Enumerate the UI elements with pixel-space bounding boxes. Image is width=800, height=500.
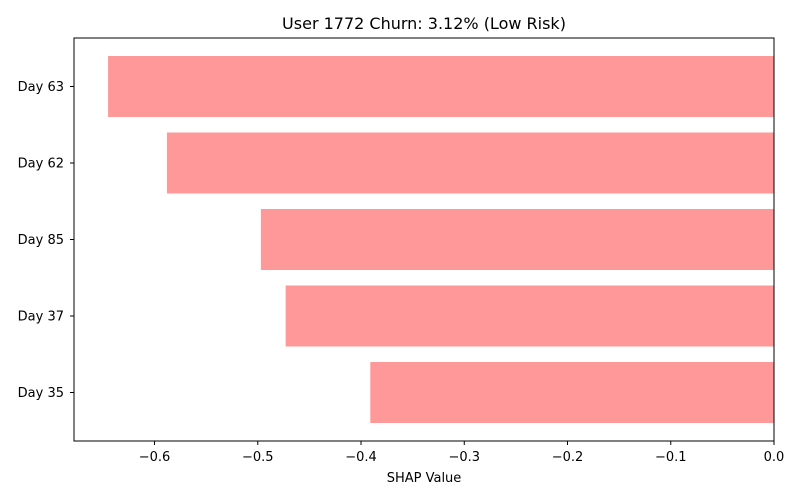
x-tick-label: −0.1 [655,450,687,465]
bar-day-35 [370,362,774,423]
x-axis-label: SHAP Value [387,471,462,486]
bars-group [108,56,774,423]
y-axis-ticks: Day 63 Day 62 Day 85 Day 37 Day 35 [18,80,74,401]
y-tick-label: Day 62 [18,157,64,172]
x-tick-label: −0.2 [552,450,584,465]
x-tick-label: −0.6 [139,450,171,465]
bar-day-63 [108,56,774,117]
bar-day-85 [260,209,774,270]
bar-day-62 [166,132,774,194]
y-tick-label: Day 63 [18,80,64,95]
x-tick-label: 0.0 [764,450,785,465]
y-tick-label: Day 35 [18,386,64,401]
chart-title: User 1772 Churn: 3.12% (Low Risk) [282,14,566,33]
x-tick-label: −0.4 [345,450,377,465]
plot-frame [73,37,775,442]
x-axis-ticks: −0.6 −0.5 −0.4 −0.3 −0.2 −0.1 0.0 [139,441,785,465]
y-tick-label: Day 85 [18,233,64,248]
y-tick-label: Day 37 [18,310,64,325]
x-tick-label: −0.5 [242,450,274,465]
bar-day-37 [285,285,774,347]
x-tick-label: −0.3 [448,450,480,465]
